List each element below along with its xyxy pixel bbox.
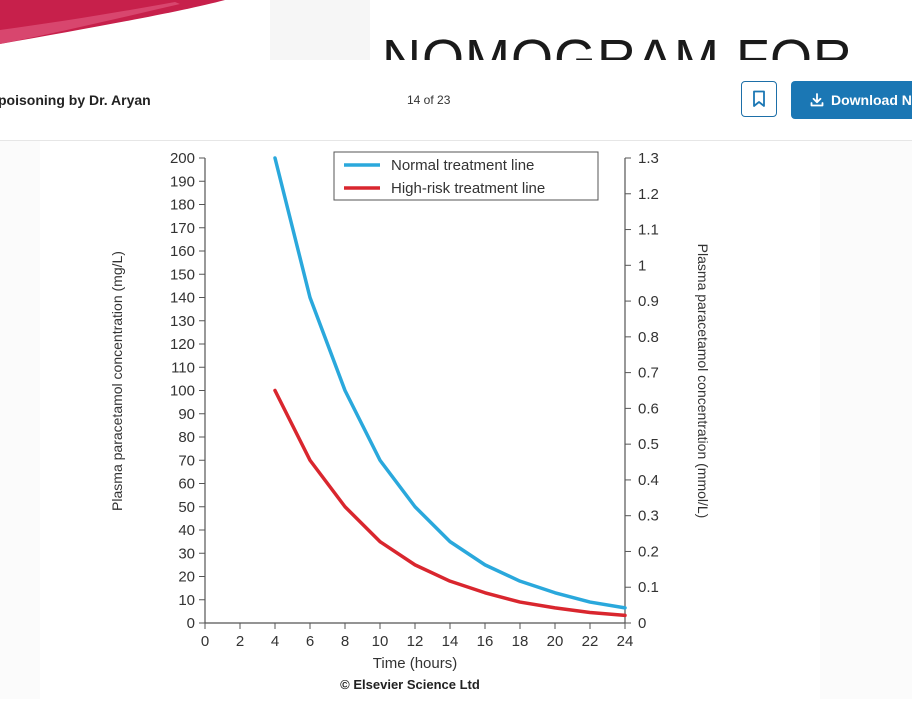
y2-tick-label: 0.1	[638, 579, 659, 596]
y2-tick-label: 0.8	[638, 329, 659, 346]
y-tick-label: 130	[170, 313, 195, 330]
y-tick-label: 120	[170, 336, 195, 353]
y2-tick-label: 0.7	[638, 365, 659, 382]
y-tick-label: 60	[178, 476, 195, 493]
y2-tick-label: 0.5	[638, 436, 659, 453]
y-tick-label: 70	[178, 452, 195, 469]
page-indicator: 14 of 23	[407, 93, 451, 107]
x-tick-label: 6	[306, 633, 314, 650]
slide-viewer: 0 10 20 30 40 50 60 70 80 90 100 110 120 130 140 150 160…	[0, 141, 912, 699]
y2-tick-label: 0	[638, 615, 646, 632]
y2-tick-label: 1	[638, 257, 646, 274]
x-tick-label: 2	[236, 633, 244, 650]
download-label: Download No	[831, 92, 912, 108]
nomogram-chart: 0102030405060708090100110120130140150160…	[109, 150, 711, 692]
y-tick-label: 180	[170, 197, 195, 214]
x-tick-label: 10	[372, 633, 389, 650]
x-axis-label: Time (hours)	[373, 655, 457, 672]
y2-tick-label: 0.2	[638, 543, 659, 560]
series-line-normal	[273, 156, 627, 610]
slide-header: NOMOGRAM FOR	[0, 0, 912, 62]
y-tick-label: 30	[178, 545, 195, 562]
download-button[interactable]: Download No	[791, 81, 912, 119]
y-tick-label: 10	[178, 592, 195, 609]
y-tick-label: 90	[178, 406, 195, 423]
x-tick-label: 18	[512, 633, 529, 650]
y2-tick-label: 0.6	[638, 400, 659, 417]
y-axis-label: Plasma paracetamol concentration (mg/L)	[109, 251, 125, 511]
y2-tick-label: 1.2	[638, 186, 659, 203]
x-tick-label: 22	[582, 633, 599, 650]
slide-band	[270, 0, 370, 60]
y-tick-label: 20	[178, 569, 195, 586]
x-tick-label: 16	[477, 633, 494, 650]
x-tick-label: 4	[271, 633, 279, 650]
y-tick-label: 100	[170, 383, 195, 400]
y2-tick-label: 0.9	[638, 293, 659, 310]
slide-image: 0 10 20 30 40 50 60 70 80 90 100 110 120 130 140 150 160…	[40, 141, 820, 699]
y-tick-label: 160	[170, 243, 195, 260]
legend-label: Normal treatment line	[391, 157, 534, 174]
y-tick-label: 0	[187, 615, 195, 632]
slide-title: NOMOGRAM FOR	[382, 29, 853, 60]
y-tick-label: 40	[178, 522, 195, 539]
y-tick-label: 200	[170, 150, 195, 167]
y2-tick-label: 1.1	[638, 222, 659, 239]
legend-box	[333, 151, 599, 201]
x-tick-label: 20	[547, 633, 564, 650]
y-tick-label: 170	[170, 220, 195, 237]
x-tick-label: 24	[617, 633, 634, 650]
series-line-high-risk	[273, 388, 627, 618]
x-tick-label: 8	[341, 633, 349, 650]
document-title[interactable]: poisoning by Dr. Aryan	[0, 92, 151, 108]
y-tick-label: 80	[178, 429, 195, 446]
document-toolbar: poisoning by Dr. Aryan 14 of 23 Download…	[0, 62, 912, 141]
x-tick-label: 0	[201, 633, 209, 650]
y-tick-label: 140	[170, 290, 195, 307]
y2-tick-label: 1.3	[638, 150, 659, 167]
credit-text: © Elsevier Science Ltd	[340, 677, 480, 692]
bookmark-icon	[753, 90, 765, 107]
download-icon	[810, 93, 824, 107]
legend-label: High-risk treatment line	[391, 180, 545, 197]
bookmark-button[interactable]	[741, 81, 777, 117]
y-tick-label: 190	[170, 173, 195, 190]
x-tick-label: 14	[442, 633, 459, 650]
slide-banner-graphic	[0, 0, 225, 44]
x-tick-label: 12	[407, 633, 424, 650]
y2-tick-label: 0.4	[638, 472, 659, 489]
y2-axis-label: Plasma paracetamol concentration (mmol/L…	[695, 244, 711, 519]
y-tick-label: 110	[171, 359, 195, 376]
y-tick-label: 50	[178, 499, 195, 516]
y-tick-label: 150	[170, 266, 195, 283]
y2-tick-label: 0.3	[638, 508, 659, 525]
